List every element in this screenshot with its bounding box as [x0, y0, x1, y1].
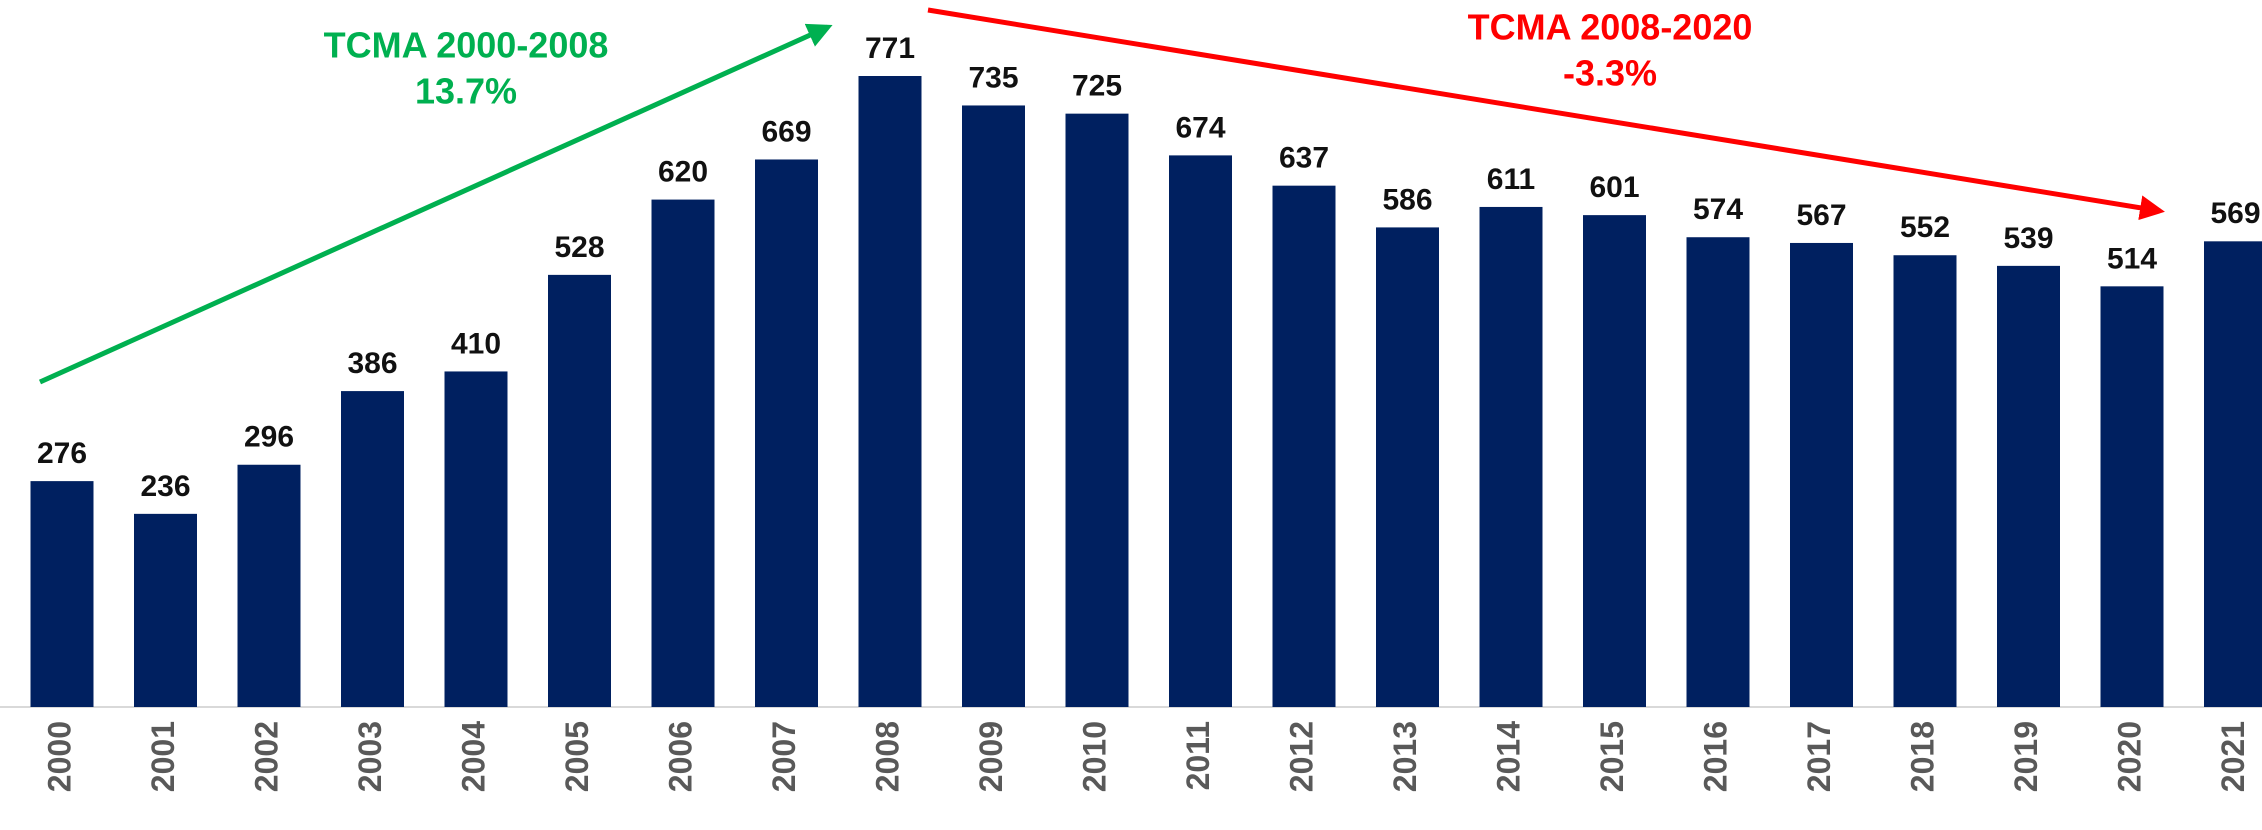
- data-label: 771: [865, 32, 915, 65]
- x-tick-label: 2007: [766, 721, 802, 792]
- bar: [1169, 155, 1232, 708]
- annotation: TCMA 2000-2008: [324, 25, 609, 66]
- x-tick-label: 2004: [455, 721, 491, 792]
- x-tick-label: 2002: [248, 721, 284, 792]
- data-label: 528: [554, 231, 604, 264]
- data-label: 586: [1382, 183, 1432, 216]
- bar: [1997, 265, 2060, 707]
- x-tick-label: 2014: [1490, 721, 1526, 792]
- data-label: 296: [244, 421, 294, 454]
- x-tick-label: 2006: [662, 721, 698, 792]
- data-label: 410: [451, 327, 501, 360]
- bar: [2100, 286, 2164, 707]
- bar: [962, 105, 1025, 708]
- data-label: 276: [37, 437, 87, 470]
- bar: [1790, 242, 1853, 707]
- bar: [1272, 185, 1336, 707]
- data-label: 567: [1796, 199, 1846, 232]
- data-label: 539: [2003, 222, 2053, 255]
- x-tick-label: 2013: [1387, 721, 1423, 792]
- bar: [134, 513, 197, 707]
- bar: [755, 159, 818, 708]
- data-label: 620: [658, 156, 708, 189]
- annotation: 13.7%: [415, 71, 517, 112]
- x-tick-label: 2017: [1801, 721, 1837, 792]
- annotation: TCMA 2008-2020: [1468, 7, 1753, 48]
- x-tick-label: 2011: [1180, 721, 1216, 790]
- bar: [1686, 237, 1750, 707]
- data-label: 674: [1175, 111, 1225, 144]
- x-tick-label: 2009: [973, 721, 1009, 792]
- data-label: 514: [2107, 242, 2157, 275]
- x-tick-label: 2021: [2215, 721, 2251, 792]
- x-tick-label: 2000: [41, 721, 77, 792]
- bar: [1583, 215, 1646, 708]
- x-tick-label: 2005: [559, 721, 595, 792]
- x-tick-label: 2018: [1904, 721, 1940, 792]
- bar: [1893, 255, 1957, 707]
- x-tick-label: 2016: [1697, 721, 1733, 792]
- bar: [237, 464, 301, 707]
- x-tick-label: 2003: [352, 721, 388, 792]
- data-label: 569: [2210, 197, 2260, 230]
- data-label: 236: [140, 470, 190, 503]
- trend-arrow: [927, 7, 2165, 221]
- bar: [341, 391, 404, 707]
- x-tick-label: 2019: [2008, 721, 2044, 792]
- data-label: 552: [1900, 211, 1950, 244]
- bar: [444, 371, 508, 707]
- bar: [548, 274, 611, 707]
- data-label: 574: [1693, 193, 1743, 226]
- x-tick-label: 2020: [2111, 721, 2147, 792]
- trend-arrow: [38, 23, 833, 385]
- data-label: 601: [1589, 171, 1639, 204]
- bar: [1479, 206, 1543, 707]
- data-label: 725: [1072, 70, 1122, 103]
- data-label: 637: [1279, 142, 1329, 175]
- data-label: 735: [968, 61, 1018, 94]
- data-label: 611: [1487, 163, 1535, 196]
- data-label: 669: [761, 115, 811, 148]
- bar: [2204, 241, 2262, 707]
- bar: [651, 199, 715, 708]
- bar: [1065, 113, 1129, 707]
- bar: [30, 481, 94, 707]
- annotation: -3.3%: [1563, 53, 1657, 94]
- data-label: 386: [347, 347, 397, 380]
- x-tick-label: 2010: [1076, 721, 1112, 792]
- x-tick-label: 2012: [1283, 721, 1319, 792]
- x-tick-label: 2008: [869, 721, 905, 792]
- bar: [1376, 227, 1439, 707]
- x-tick-label: 2001: [145, 721, 181, 792]
- x-tick-label: 2015: [1594, 721, 1630, 792]
- bar: [858, 76, 922, 707]
